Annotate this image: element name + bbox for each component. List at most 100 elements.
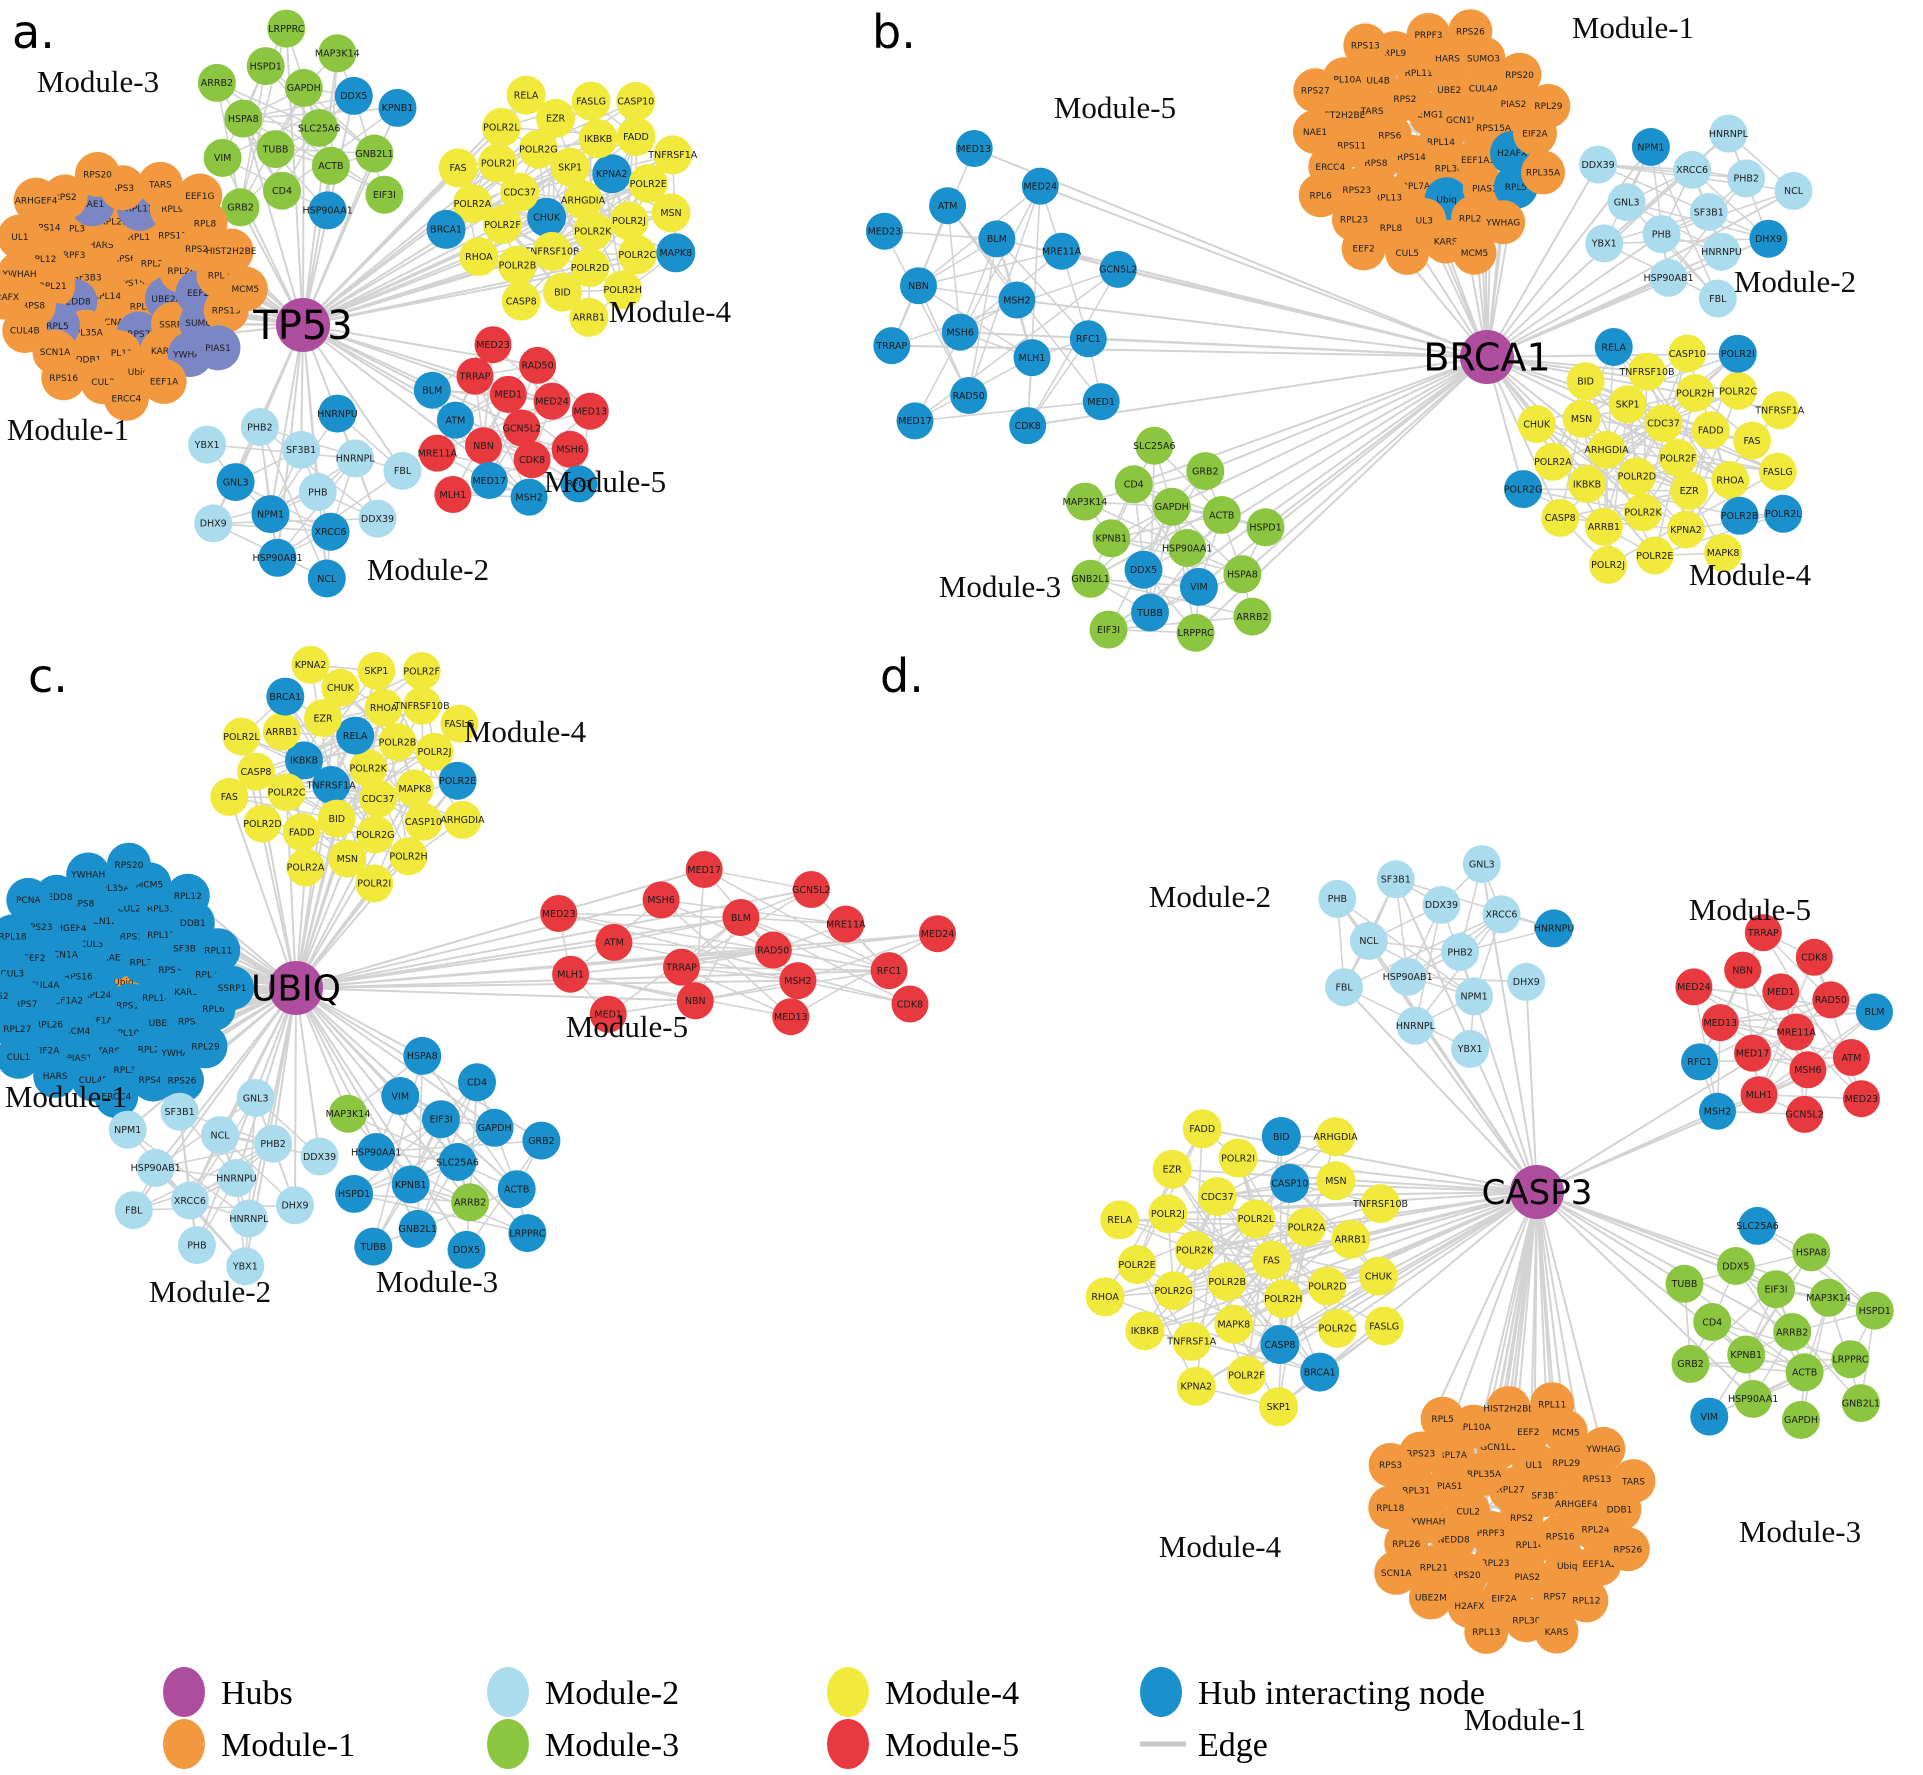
node-ATM[interactable] [1832,1039,1870,1076]
node-GCN5L2[interactable] [1786,1095,1824,1133]
node-SKP1[interactable] [1259,1387,1299,1427]
node-RELA[interactable] [1100,1200,1140,1240]
node-SF3B1[interactable] [282,430,321,469]
node-BID[interactable] [317,799,356,838]
node-MSH6[interactable] [551,430,589,468]
node-VIM[interactable] [381,1077,420,1115]
node-YBX1[interactable] [188,425,227,464]
node-RPS3[interactable] [1368,1442,1413,1487]
node-HSPD1[interactable] [246,47,285,86]
node-CASP10[interactable] [616,81,656,121]
node-RAD50[interactable] [519,346,557,384]
node-MED13[interactable] [571,392,609,430]
node-TNFRSF1A[interactable] [653,135,693,175]
node-CHUK[interactable] [1517,405,1556,444]
node-SCN1A[interactable] [1374,1550,1419,1595]
node-NPM1[interactable] [108,1110,147,1149]
node-HNRNPU[interactable] [1535,909,1573,948]
node-MAPK8[interactable] [656,233,696,273]
node-UL1[interactable] [1512,1442,1557,1487]
node-POLR2E[interactable] [628,164,668,203]
node-IKBKB[interactable] [1125,1311,1165,1351]
node-POLR2K[interactable] [573,211,613,251]
node-CASP10[interactable] [1270,1163,1310,1203]
node-POLR2C[interactable] [1719,372,1758,410]
node-RPS20[interactable] [106,842,151,887]
node-ARRB1[interactable] [569,297,609,337]
node-HSP90AB1[interactable] [136,1148,175,1187]
node-CDK8[interactable] [1009,407,1047,445]
node-DDX5[interactable] [447,1230,486,1269]
node-HNRNPU[interactable] [1702,232,1741,271]
node-POLR2L[interactable] [222,717,261,756]
node-PIAS1[interactable] [195,325,241,371]
node-CASP8[interactable] [1260,1325,1300,1364]
node-MAP3K14[interactable] [1809,1278,1848,1317]
node-FBL[interactable] [1698,279,1737,318]
node-GRB2[interactable] [522,1121,561,1160]
node-POLR2C[interactable] [617,235,657,275]
node-RAD50[interactable] [754,931,792,969]
node-POLR2J[interactable] [415,732,454,771]
node-XRCC6[interactable] [1482,895,1521,934]
node-FASLG[interactable] [440,704,479,743]
node-UL1[interactable] [0,214,43,260]
node-ACTB[interactable] [1202,496,1241,534]
node-EZR[interactable] [1670,471,1709,510]
node-MRE11A[interactable] [827,905,865,943]
node-TUBB[interactable] [354,1227,393,1266]
node-BRCA1[interactable] [1300,1352,1340,1392]
node-MED23[interactable] [540,895,578,932]
node-SKP1[interactable] [550,147,590,187]
node-POLR2H[interactable] [1676,374,1715,413]
node-RAD50[interactable] [950,377,988,414]
node-POLR2B[interactable] [1720,496,1759,535]
node-EEF1A[interactable] [141,359,187,404]
node-GRB2[interactable] [1186,452,1225,491]
node-BRCA1[interactable] [426,209,466,249]
node-POLR2F[interactable] [402,652,441,690]
node-TARS[interactable] [1611,1459,1656,1504]
node-TRRAP[interactable] [1744,914,1782,952]
node-FASLG[interactable] [571,81,611,121]
node-H2AFX[interactable] [0,274,27,320]
node-DHX9[interactable] [194,504,233,543]
node-POLR2F[interactable] [1226,1355,1266,1395]
node-RHOA[interactable] [459,237,499,277]
hub-node-UBIQ[interactable] [269,961,323,1015]
node-GRB2[interactable] [221,188,260,227]
node-RPS26[interactable] [1448,9,1493,54]
hub-node-BRCA1[interactable] [1460,330,1514,384]
node-MLH1[interactable] [1013,339,1051,377]
node-EEF2[interactable] [1341,226,1386,271]
node-EIF3I[interactable] [365,175,404,214]
node-ARHGDIA[interactable] [443,800,482,839]
node-YWHAG[interactable] [1581,1426,1626,1471]
node-MED1[interactable] [589,995,627,1033]
node-TNFRSF10B[interactable] [1361,1184,1400,1224]
node-MED17[interactable] [470,462,508,499]
node-TNFRSF1A[interactable] [1760,391,1799,430]
node-EIF3I[interactable] [1757,1270,1795,1309]
node-GNB2L1[interactable] [1841,1384,1880,1423]
node-TRRAP[interactable] [873,327,911,365]
node-POLR2F[interactable] [483,205,522,245]
node-KPNA2[interactable] [1667,510,1705,549]
node-PHB[interactable] [298,473,337,511]
node-HNRNPU[interactable] [217,1159,256,1197]
node-FBL[interactable] [383,451,422,490]
node-TNFRSF10B[interactable] [1628,352,1666,391]
node-RFC1[interactable] [1069,320,1107,358]
node-LRPPRC[interactable] [508,1214,547,1253]
node-ARHGDIA[interactable] [563,180,603,220]
node-CUL4B[interactable] [2,308,48,353]
node-BID[interactable] [1261,1117,1301,1156]
node-MED1[interactable] [489,375,527,413]
node-DDX5[interactable] [334,76,373,115]
node-ARRB2[interactable] [1233,597,1272,636]
node-MED13[interactable] [955,130,993,167]
node-NBN[interactable] [900,267,937,305]
node-GAPDH[interactable] [475,1108,514,1147]
node-MSH2[interactable] [1699,1092,1736,1130]
node-FADD[interactable] [1691,411,1730,450]
